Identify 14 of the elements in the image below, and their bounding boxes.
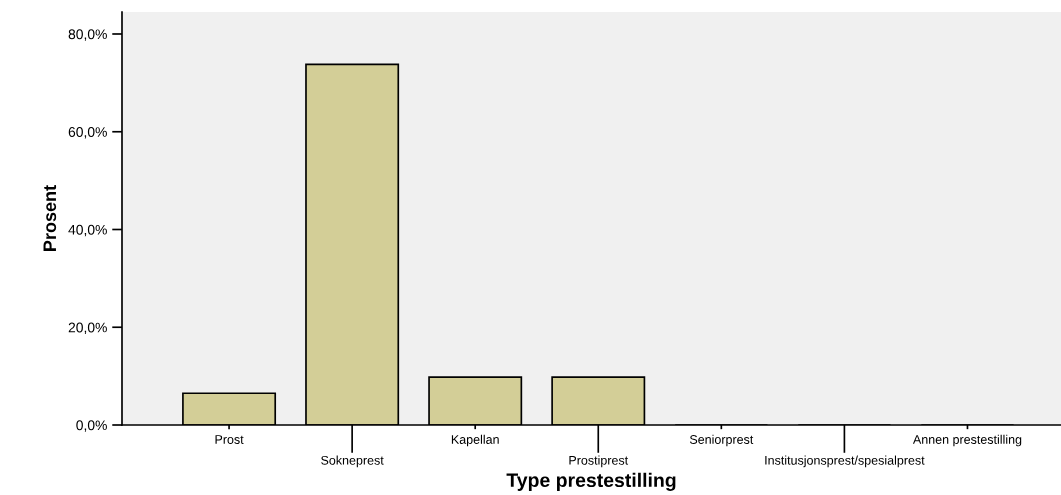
- y-axis-title: Prosent: [43, 185, 57, 251]
- y-tick-label: 0,0%: [76, 420, 107, 432]
- x-tick-label: Annen prestestilling: [912, 434, 1022, 447]
- x-tick-label: Prost: [215, 435, 244, 444]
- y-tick-label: 60,0%: [68, 127, 107, 139]
- x-tick-label: Institusjonsprest/spesialprest: [765, 455, 925, 468]
- x-tick-label: Prostiprest: [569, 455, 629, 468]
- y-tick-label: 80,0%: [68, 29, 107, 41]
- x-tick-label: Sokneprest: [321, 455, 384, 468]
- y-tick-label: 40,0%: [68, 224, 107, 237]
- y-tick-label: 20,0%: [68, 322, 107, 335]
- x-tick-label: Kapellan: [451, 434, 499, 447]
- x-axis-title: Type prestestilling: [506, 472, 676, 491]
- x-tick-label: Seniorprest: [689, 434, 754, 447]
